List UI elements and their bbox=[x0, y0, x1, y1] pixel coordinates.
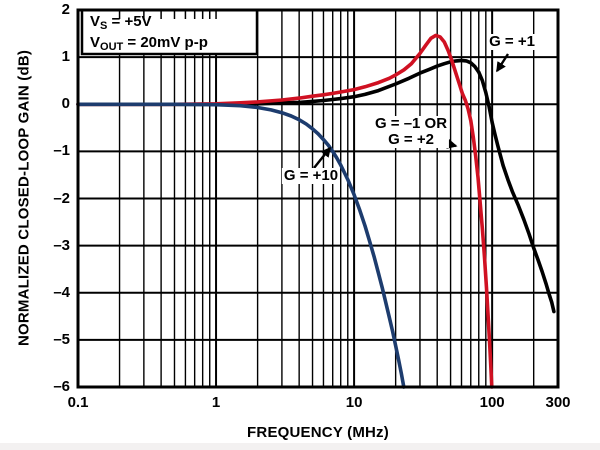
y-tick-–1: –1 bbox=[53, 142, 70, 160]
y-tick-1: 1 bbox=[61, 48, 70, 66]
conditions-text: VS = +5V VOUT = 20mV p-p bbox=[90, 12, 208, 54]
plot-border bbox=[76, 8, 560, 389]
y-tick-–6: –6 bbox=[53, 378, 70, 395]
page-bottom-edge bbox=[0, 443, 600, 450]
conditions-box bbox=[80, 8, 259, 56]
y-tick-2: 2 bbox=[61, 1, 70, 18]
x-tick-0.1: 0.1 bbox=[67, 394, 89, 411]
x-axis-title: FREQUENCY (MHz) bbox=[247, 424, 389, 441]
y-tick-–4: –4 bbox=[53, 283, 70, 301]
x-tick-300: 300 bbox=[545, 394, 571, 411]
curve-G = –1 OR G = +2 bbox=[76, 33, 494, 389]
curve-G = +10 bbox=[76, 102, 406, 389]
x-tick-1: 1 bbox=[211, 394, 221, 411]
y-tick-–3: –3 bbox=[53, 236, 70, 254]
y-tick-–2: –2 bbox=[53, 189, 70, 207]
curve-label-g-plus10: G = +10 bbox=[281, 167, 341, 184]
top-axis-tick-stubs bbox=[118, 11, 217, 19]
arrow-g-plus1 bbox=[495, 53, 510, 73]
condition-vout: VOUT = 20mV p-p bbox=[90, 34, 208, 53]
curve-label-g-plus1: G = +1 bbox=[487, 33, 537, 50]
condition-vs: VS = +5V bbox=[90, 13, 152, 32]
x-tick-10: 10 bbox=[345, 394, 363, 411]
curve-G = +1 bbox=[76, 58, 556, 314]
y-tick-–5: –5 bbox=[53, 330, 70, 348]
grid-lines bbox=[77, 9, 559, 388]
arrow-g-plus10 bbox=[313, 146, 331, 169]
x-tick-100: 100 bbox=[479, 394, 505, 411]
curves bbox=[76, 33, 556, 389]
y-tick-0: 0 bbox=[61, 95, 70, 113]
curve-label-g-minus1-plus2: G = –1 OR G = +2 bbox=[372, 115, 450, 148]
